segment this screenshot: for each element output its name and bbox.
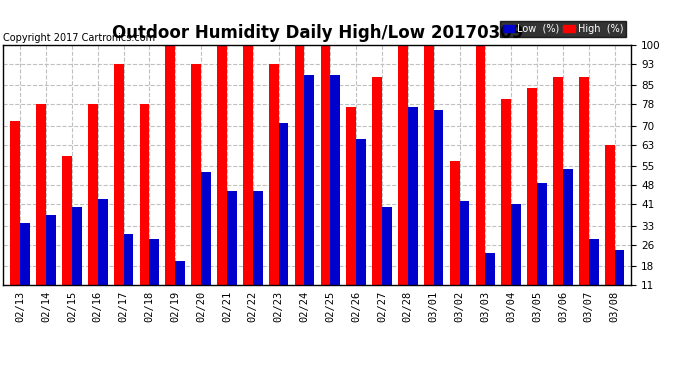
Bar: [589, 239, 598, 315]
Bar: [114, 64, 124, 315]
Bar: [604, 145, 615, 315]
Bar: [201, 172, 211, 315]
Bar: [175, 261, 185, 315]
Bar: [502, 99, 511, 315]
Bar: [398, 45, 408, 315]
Bar: [615, 250, 624, 315]
Bar: [150, 239, 159, 315]
Bar: [382, 207, 392, 315]
Bar: [88, 104, 98, 315]
Title: Outdoor Humidity Daily High/Low 20170309: Outdoor Humidity Daily High/Low 20170309: [112, 24, 523, 42]
Bar: [485, 253, 495, 315]
Bar: [579, 77, 589, 315]
Bar: [553, 77, 563, 315]
Bar: [269, 64, 279, 315]
Bar: [372, 77, 382, 315]
Bar: [279, 123, 288, 315]
Bar: [62, 156, 72, 315]
Bar: [346, 107, 356, 315]
Bar: [295, 45, 304, 315]
Bar: [475, 45, 485, 315]
Bar: [166, 45, 175, 315]
Bar: [304, 75, 315, 315]
Bar: [356, 140, 366, 315]
Bar: [124, 234, 133, 315]
Bar: [320, 45, 331, 315]
Bar: [46, 215, 56, 315]
Text: Copyright 2017 Cartronics.com: Copyright 2017 Cartronics.com: [3, 33, 155, 43]
Bar: [450, 161, 460, 315]
Bar: [331, 75, 340, 315]
Bar: [243, 45, 253, 315]
Bar: [253, 190, 263, 315]
Bar: [98, 199, 108, 315]
Bar: [217, 45, 227, 315]
Bar: [191, 64, 201, 315]
Bar: [408, 107, 417, 315]
Bar: [10, 120, 20, 315]
Bar: [37, 104, 46, 315]
Bar: [537, 183, 547, 315]
Bar: [527, 88, 537, 315]
Bar: [72, 207, 81, 315]
Legend: Low  (%), High  (%): Low (%), High (%): [500, 21, 627, 37]
Bar: [424, 45, 434, 315]
Bar: [434, 110, 444, 315]
Bar: [20, 223, 30, 315]
Bar: [511, 204, 521, 315]
Bar: [563, 169, 573, 315]
Bar: [139, 104, 150, 315]
Bar: [460, 201, 469, 315]
Bar: [227, 190, 237, 315]
